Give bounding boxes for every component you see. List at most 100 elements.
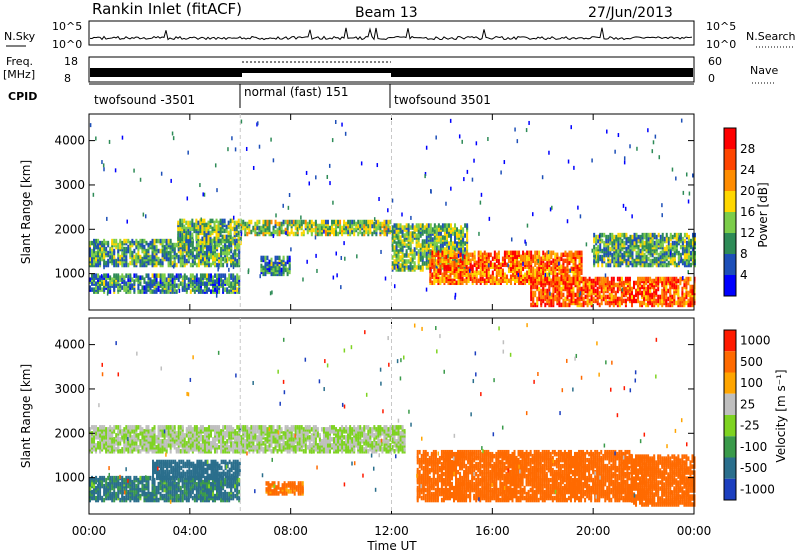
power-cell bbox=[624, 298, 627, 304]
power-cell bbox=[312, 227, 315, 233]
power-cell bbox=[683, 292, 686, 298]
power-cell bbox=[139, 262, 142, 268]
power-cell bbox=[237, 218, 240, 224]
power-cell bbox=[548, 272, 551, 277]
power-cell bbox=[288, 231, 291, 237]
power-cell bbox=[542, 254, 545, 260]
power-cell bbox=[121, 256, 124, 262]
power-cell bbox=[264, 261, 267, 267]
power-cell bbox=[323, 229, 325, 234]
power-cell bbox=[654, 134, 657, 139]
power-cell bbox=[222, 287, 225, 292]
power-cell bbox=[270, 257, 273, 263]
power-cell bbox=[667, 276, 670, 282]
power-cell bbox=[308, 223, 311, 229]
power-cell bbox=[89, 246, 91, 252]
velocity-cell bbox=[109, 441, 112, 446]
power-cell bbox=[218, 258, 221, 264]
power-cell bbox=[625, 240, 628, 246]
power-cell bbox=[505, 250, 508, 256]
velocity-cell bbox=[141, 441, 144, 446]
power-cell bbox=[393, 239, 396, 244]
power-cell bbox=[560, 276, 563, 282]
power-cell bbox=[459, 252, 462, 258]
power-cell bbox=[616, 296, 619, 302]
power-cell bbox=[481, 256, 484, 262]
power-cell bbox=[447, 258, 450, 264]
power-cell bbox=[161, 248, 164, 254]
power-cell bbox=[429, 276, 432, 282]
power-cell bbox=[232, 215, 235, 220]
power-cell bbox=[401, 225, 404, 230]
power-cell bbox=[179, 262, 182, 268]
power-cell bbox=[671, 302, 674, 308]
power-cell bbox=[361, 219, 364, 225]
velocity-cell bbox=[129, 433, 132, 438]
power-cell bbox=[220, 246, 223, 252]
power-cell bbox=[441, 223, 444, 228]
power-cell bbox=[657, 256, 660, 262]
power-cell bbox=[246, 231, 249, 237]
power-cell bbox=[488, 263, 490, 268]
power-cell bbox=[469, 258, 472, 264]
power-cell bbox=[562, 284, 565, 290]
power-cell bbox=[411, 223, 414, 228]
power-cell bbox=[552, 276, 555, 282]
power-cell bbox=[554, 294, 557, 300]
power-cell bbox=[449, 252, 452, 258]
power-cell bbox=[143, 285, 146, 290]
power-cell bbox=[530, 266, 533, 272]
velocity-cell bbox=[177, 425, 180, 430]
power-cell bbox=[665, 232, 668, 238]
power-cell bbox=[487, 252, 490, 258]
power-cell bbox=[606, 280, 609, 286]
power-cell bbox=[139, 177, 142, 182]
power-cell bbox=[621, 252, 624, 258]
power-cell bbox=[458, 233, 461, 238]
power-cell bbox=[216, 285, 219, 290]
power-cell bbox=[671, 167, 674, 172]
power-cell bbox=[189, 273, 192, 278]
power-cell bbox=[584, 300, 587, 306]
power-cell bbox=[611, 242, 614, 248]
power-cell bbox=[115, 258, 118, 264]
power-cell bbox=[675, 236, 678, 242]
power-cell bbox=[566, 252, 569, 258]
power-cell bbox=[649, 250, 652, 256]
power-cell bbox=[592, 278, 595, 284]
power-cell bbox=[217, 232, 220, 238]
power-cell bbox=[566, 219, 569, 224]
power-cell bbox=[193, 254, 196, 260]
power-cell bbox=[199, 218, 202, 224]
power-cell bbox=[384, 276, 387, 281]
power-cell bbox=[460, 261, 463, 266]
power-cell bbox=[355, 221, 358, 227]
power-cell bbox=[219, 218, 222, 224]
power-cell bbox=[425, 251, 428, 256]
power-cell bbox=[135, 238, 138, 244]
power-cell bbox=[161, 281, 164, 286]
power-cell bbox=[234, 275, 237, 280]
power-cell bbox=[665, 244, 668, 250]
power-cell bbox=[465, 278, 468, 284]
power-cell bbox=[685, 260, 688, 266]
power-cell bbox=[488, 216, 491, 221]
velocity-cell bbox=[173, 445, 176, 450]
power-cell bbox=[694, 258, 696, 264]
power-cell bbox=[552, 288, 555, 294]
power-cell bbox=[631, 258, 634, 264]
power-cell bbox=[485, 272, 488, 278]
power-cell bbox=[141, 275, 144, 280]
power-cell bbox=[546, 254, 549, 260]
power-cell bbox=[614, 149, 616, 154]
power-cell bbox=[477, 258, 480, 264]
power-cell bbox=[437, 223, 440, 228]
power-cell bbox=[594, 288, 597, 294]
power-cell bbox=[449, 233, 452, 238]
power-cell bbox=[617, 262, 620, 268]
power-cell bbox=[467, 260, 470, 266]
power-cell bbox=[393, 229, 396, 234]
power-cell bbox=[431, 250, 434, 256]
velocity-cell bbox=[175, 431, 178, 436]
power-cell bbox=[413, 247, 416, 252]
